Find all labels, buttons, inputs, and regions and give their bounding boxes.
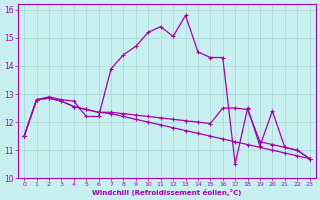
X-axis label: Windchill (Refroidissement éolien,°C): Windchill (Refroidissement éolien,°C) xyxy=(92,189,242,196)
